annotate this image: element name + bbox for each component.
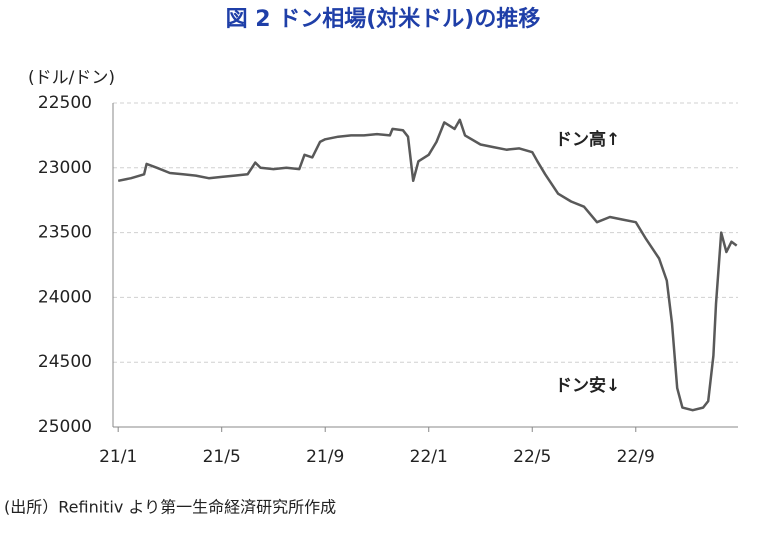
y-tick-label: 24500: [38, 352, 92, 372]
chart-title: 図 2 ドン相場(対米ドル)の推移: [226, 6, 541, 32]
x-tick-label: 21/1: [99, 447, 137, 467]
x-tick-label: 21/5: [203, 447, 241, 467]
y-axis-label: (ドル/ドン): [28, 68, 115, 88]
y-tick-label: 23000: [38, 158, 92, 178]
y-tick-label: 22500: [38, 93, 92, 113]
series-line: [117, 118, 738, 412]
x-tick-label: 22/1: [410, 447, 448, 467]
annotation: ドン安↓: [555, 375, 620, 396]
x-tick-label: 22/5: [513, 447, 551, 467]
y-tick-label: 25000: [38, 417, 92, 437]
y-tick-label: 24000: [38, 287, 92, 307]
x-tick-label: 21/9: [306, 447, 344, 467]
y-tick-label: 23500: [38, 223, 92, 243]
annotation: ドン高↑: [555, 129, 620, 150]
source-note: (出所）Refinitiv より第一生命経済研究所作成: [4, 498, 336, 517]
x-tick-label: 22/9: [617, 447, 655, 467]
